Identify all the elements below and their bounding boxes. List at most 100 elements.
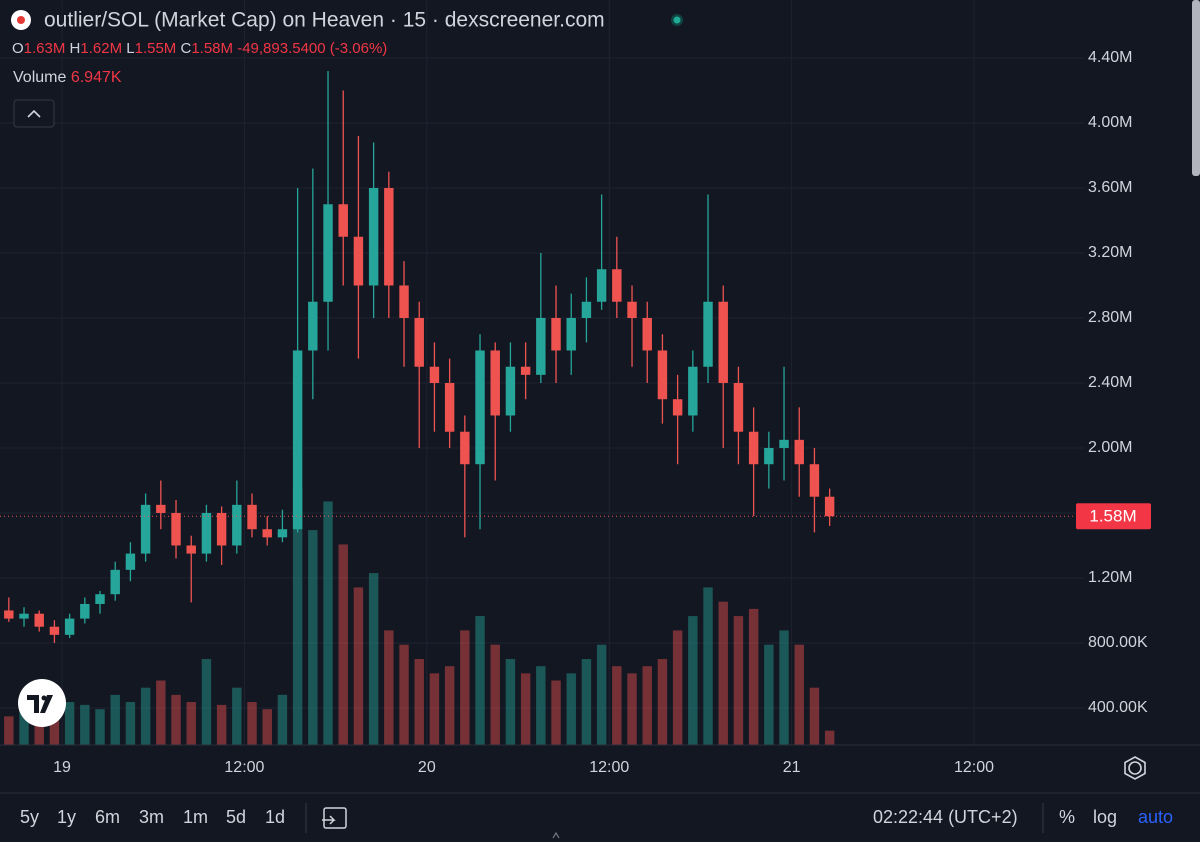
- candle-layer: [4, 71, 835, 643]
- volume-bar: [809, 687, 820, 745]
- candle-body: [140, 504, 151, 554]
- volume-bar: [156, 680, 166, 745]
- candle-body: [232, 504, 242, 546]
- volume-bar: [688, 616, 698, 745]
- y-tick-label: 800.00K: [1088, 634, 1148, 651]
- volume-key: Volume: [13, 69, 66, 86]
- candle-body: [520, 366, 531, 375]
- candle-body: [748, 431, 759, 465]
- log-toggle[interactable]: log: [1093, 807, 1117, 827]
- candle-body: [201, 512, 212, 554]
- volume-bar: [323, 501, 333, 745]
- candle-body: [718, 301, 728, 383]
- y-tick-label: 400.00K: [1088, 699, 1148, 716]
- ohlc-key: C: [180, 40, 191, 57]
- y-tick-label: 1.20M: [1088, 569, 1132, 586]
- candle-body: [764, 447, 774, 465]
- ohlc-key: L: [126, 40, 134, 57]
- change: -49,893.5400 (-3.06%): [237, 40, 387, 57]
- volume-bar: [338, 544, 348, 745]
- y-tick-label: 3.20M: [1088, 244, 1132, 261]
- volume-bar: [201, 659, 212, 745]
- token-icon-dot: [17, 16, 25, 24]
- candle-body: [171, 512, 181, 546]
- volume-bar: [95, 709, 105, 745]
- grid: [0, 0, 1085, 745]
- x-tick-label: 20: [418, 759, 436, 776]
- volume-bar: [216, 704, 227, 745]
- y-tick-label: 4.00M: [1088, 114, 1132, 131]
- volume-bar: [475, 616, 485, 745]
- candle-body: [429, 366, 440, 383]
- candle-body: [216, 512, 227, 546]
- candle-body: [19, 613, 29, 619]
- volume-bar: [460, 630, 470, 745]
- ohlc-value: 1.55M: [135, 40, 177, 57]
- volume-bar: [292, 487, 303, 745]
- volume-bar: [232, 687, 242, 745]
- volume-bar: [262, 709, 272, 745]
- scrollbar[interactable]: [1192, 0, 1200, 176]
- candle-body: [612, 269, 622, 302]
- y-tick-label: 2.00M: [1088, 439, 1132, 456]
- range-button[interactable]: 3m: [139, 807, 164, 827]
- candle-body: [824, 496, 835, 517]
- x-tick-label: 21: [783, 759, 801, 776]
- volume-bar: [657, 659, 668, 745]
- candle-body: [536, 317, 546, 375]
- collapse-button[interactable]: [13, 99, 55, 128]
- candle-body: [688, 366, 698, 416]
- candle-body: [353, 236, 364, 286]
- candle-body: [475, 350, 485, 465]
- volume-bar: [186, 702, 196, 745]
- collapse-icon: [27, 109, 41, 118]
- candle-body: [581, 301, 592, 318]
- y-tick-label: 4.40M: [1088, 49, 1132, 66]
- x-tick-label: 12:00: [589, 759, 629, 776]
- volume-bar: [353, 587, 364, 745]
- x-tick-label: 12:00: [954, 759, 994, 776]
- volume-bar: [110, 694, 120, 745]
- volume-bar: [80, 704, 90, 745]
- candle-body: [627, 301, 637, 318]
- axis-layer: 400.00K800.00K1.20M1.60M2.00M2.40M2.80M3…: [0, 49, 1151, 776]
- candle-body: [292, 350, 303, 530]
- candle-body: [672, 399, 683, 416]
- range-button[interactable]: 6m: [95, 807, 120, 827]
- volume-bar: [505, 659, 516, 745]
- candle-body: [323, 204, 333, 302]
- candle-body: [308, 301, 318, 351]
- candle-body: [657, 350, 668, 400]
- volume-bar: [19, 709, 29, 745]
- volume-bar: [748, 608, 759, 745]
- candle-body: [490, 350, 500, 416]
- date-range-icon[interactable]: [323, 807, 347, 829]
- tv-logo-mark: [27, 695, 53, 713]
- volume-bar: [64, 702, 75, 745]
- settings-icon[interactable]: [1128, 761, 1142, 775]
- volume-bar: [703, 587, 713, 745]
- x-tick-label: 19: [53, 759, 71, 776]
- range-button[interactable]: 5y: [20, 807, 39, 827]
- tv-logo[interactable]: [18, 679, 66, 727]
- volume-bar: [764, 644, 774, 745]
- range-button[interactable]: 1y: [57, 807, 76, 827]
- ohlc-value: 1.58M: [191, 40, 233, 57]
- range-button[interactable]: 1d: [265, 807, 285, 827]
- candle-body: [95, 594, 105, 604]
- candle-body: [4, 610, 14, 619]
- candle-body: [277, 529, 288, 538]
- range-button[interactable]: 1m: [183, 807, 208, 827]
- volume-bar: [733, 616, 744, 745]
- last-price-tag: [1076, 503, 1151, 530]
- volume-bar: [490, 644, 500, 745]
- candle-body: [156, 504, 166, 513]
- percent-toggle[interactable]: %: [1059, 807, 1075, 827]
- expand-handle[interactable]: [552, 831, 560, 839]
- range-button[interactable]: 5d: [226, 807, 246, 827]
- last-price-label: 1.58M: [1089, 507, 1136, 526]
- volume-bar: [49, 713, 60, 745]
- auto-toggle[interactable]: auto: [1138, 807, 1173, 827]
